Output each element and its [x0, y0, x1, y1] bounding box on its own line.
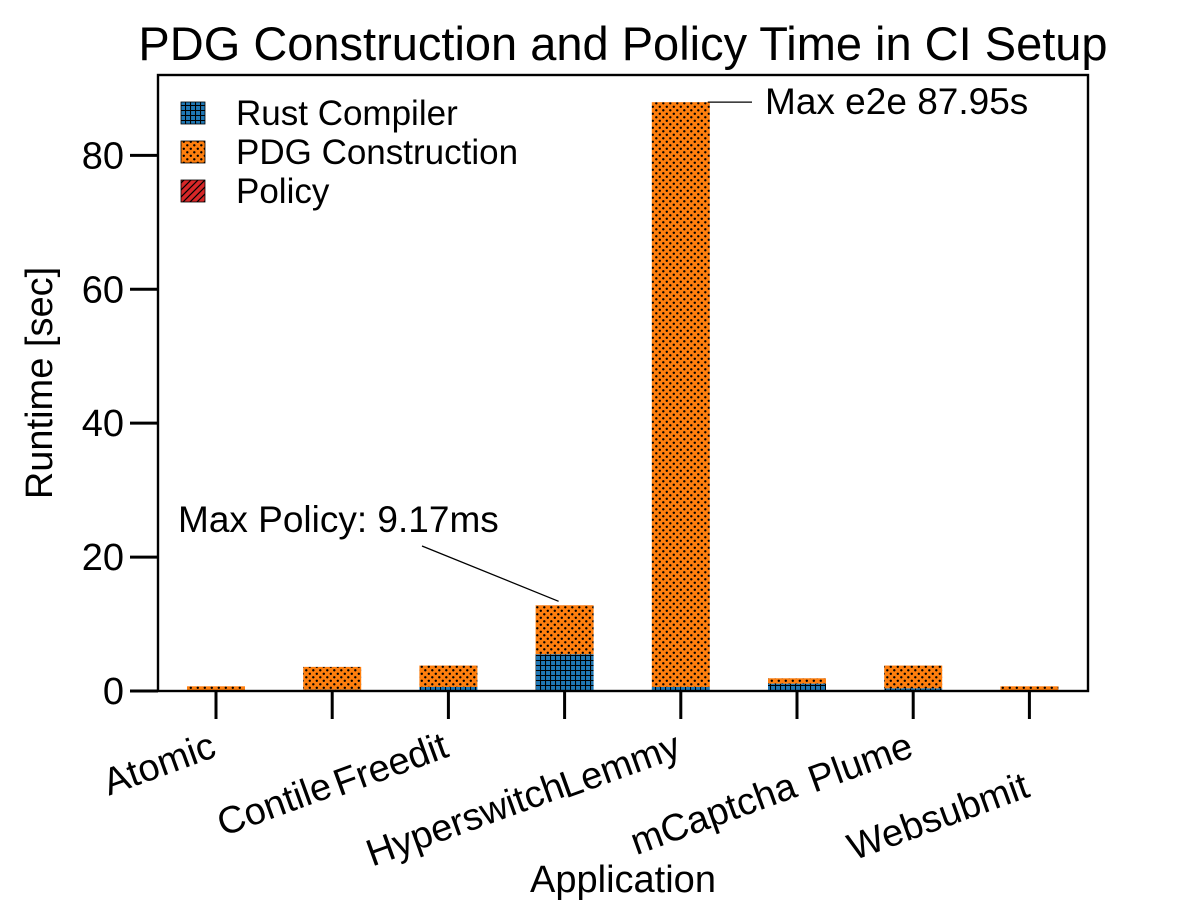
- annotation-policy-leader: [421, 545, 559, 602]
- plot-frame: [156, 73, 1090, 693]
- legend-swatch-rust-compiler: [180, 101, 206, 125]
- legend-label-policy: Policy: [236, 172, 330, 211]
- bar-websubmit-pdg-construction: [1000, 686, 1059, 691]
- annotations-group: Max e2e 87.95s Max Policy: 9.17ms: [178, 81, 1028, 602]
- bar-contile-pdg-construction: [303, 666, 362, 690]
- bar-hyperswitch-pdg-construction: [535, 605, 594, 655]
- x-axis: AtomicContileFreeditHyperswitchLemmymCap…: [98, 691, 1035, 875]
- bar-lemmy-rust-compiler: [651, 686, 710, 691]
- x-tick-label-freedit: Freedit: [328, 725, 454, 805]
- y-tick-label: 0: [103, 671, 124, 713]
- y-tick-label: 60: [82, 269, 124, 311]
- bar-mcaptcha-pdg-construction: [768, 678, 826, 684]
- x-tick-label-lemmy: Lemmy: [554, 725, 685, 807]
- annotation-max-e2e: Max e2e 87.95s: [765, 81, 1028, 122]
- x-tick-label-atomic: Atomic: [98, 725, 222, 804]
- legend-swatch-policy: [180, 179, 206, 203]
- legend-swatch-pdg-construction: [180, 140, 206, 164]
- bar-hyperswitch-rust-compiler: [535, 654, 594, 691]
- bar-lemmy-pdg-construction: [651, 102, 710, 687]
- legend-label-pdg-construction: PDG Construction: [236, 133, 518, 172]
- bar-plume-rust-compiler: [884, 688, 943, 691]
- x-tick-label-plume: Plume: [803, 725, 919, 801]
- bars-group: [187, 102, 1059, 691]
- x-tick-label-mcaptcha: mCaptcha: [625, 765, 803, 864]
- y-axis-label: Runtime [sec]: [19, 267, 61, 499]
- x-tick-label-contile: Contile: [212, 765, 338, 845]
- y-tick-label: 20: [82, 537, 124, 579]
- bar-mcaptcha-rust-compiler: [768, 683, 826, 691]
- bar-plume-pdg-construction: [884, 665, 943, 689]
- y-axis: 0 20 40 60 80: [82, 135, 158, 713]
- y-tick-label: 40: [82, 403, 124, 445]
- annotation-max-policy: Max Policy: 9.17ms: [178, 499, 499, 540]
- x-axis-label: Application: [530, 859, 716, 901]
- legend-label-rust-compiler: Rust Compiler: [236, 94, 458, 133]
- bar-atomic-pdg-construction: [187, 686, 245, 691]
- chart-title: PDG Construction and Policy Time in CI S…: [138, 17, 1107, 70]
- y-tick-label: 80: [82, 135, 124, 177]
- bar-freedit-rust-compiler: [419, 686, 478, 691]
- bar-freedit-pdg-construction: [419, 665, 478, 687]
